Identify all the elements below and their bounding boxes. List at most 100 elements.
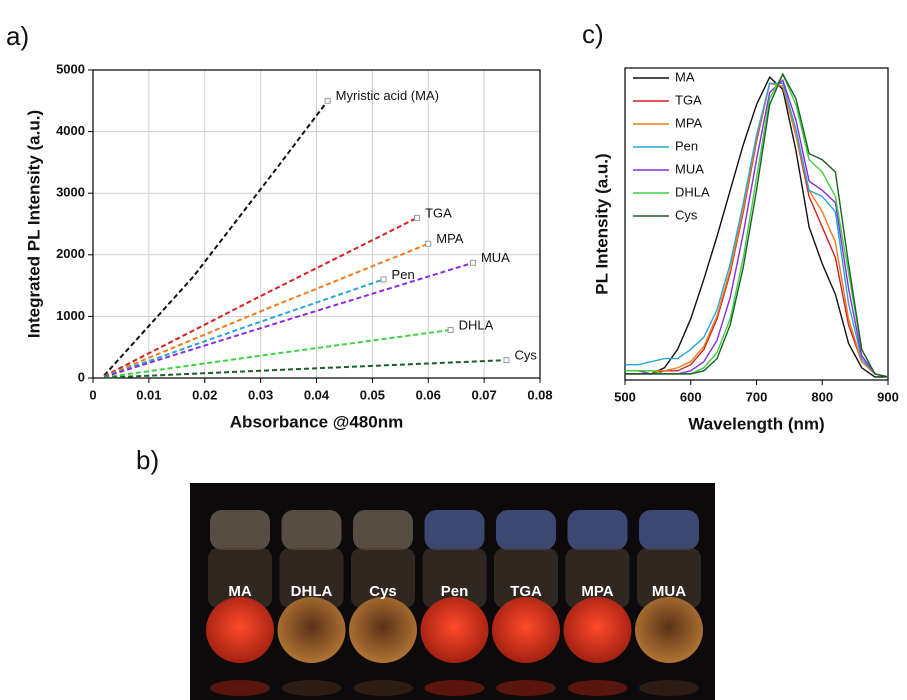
series-line: [104, 328, 451, 379]
legend-label: Pen: [675, 138, 698, 153]
plot-frame: [92, 69, 541, 379]
legend-label: MA: [675, 69, 695, 84]
vial-cap: [210, 510, 270, 550]
vial-label: MUA: [652, 583, 686, 600]
vial-label: Cys: [369, 583, 397, 600]
x-tick-label: 900: [877, 389, 899, 404]
photo: MA DHLA Cys Pen TGA MPA MUA: [190, 483, 715, 700]
vial-cap: [353, 510, 413, 550]
x-tick-label: 0.06: [416, 387, 441, 402]
y-tick-label: 4000: [56, 123, 85, 138]
x-tick-label: 0: [89, 387, 96, 402]
legend-label: TGA: [675, 92, 702, 107]
vial-glow: [420, 597, 489, 663]
end-marker: [380, 276, 387, 283]
vial-body: [637, 548, 701, 608]
x-axis-title: Absorbance @480nm: [230, 412, 403, 431]
x-tick-label: 800: [811, 389, 833, 404]
x-tick-label: 500: [614, 389, 636, 404]
x-tick-label: 0.03: [248, 387, 273, 402]
vial-glow: [563, 597, 632, 663]
legend-label: Cys: [675, 207, 698, 222]
end-marker: [425, 240, 432, 247]
y-axis-title: PL Intensity (a.u.): [592, 153, 611, 294]
series-label: MUA: [481, 250, 510, 265]
series-label: MPA: [436, 231, 464, 246]
series-line: [625, 76, 888, 378]
x-tick-label: 0.02: [192, 387, 217, 402]
vial-label: DHLA: [291, 583, 333, 600]
vial-reflection: [353, 680, 413, 696]
y-axis-title: Integrated PL Intensity (a.u.): [24, 110, 43, 338]
vial-glow: [277, 597, 346, 663]
vial-glow: [206, 597, 274, 663]
x-axis-title: Wavelength (nm): [688, 414, 824, 433]
vial-body: [351, 548, 415, 608]
vial-reflection: [496, 680, 556, 696]
series-label: DHLA: [459, 317, 494, 332]
vial-glow: [492, 597, 560, 663]
vial-body: [494, 548, 558, 608]
vial-reflection: [281, 680, 342, 696]
legend-label: MPA: [675, 115, 703, 130]
series-line: [103, 216, 418, 378]
series-label: TGA: [425, 205, 452, 220]
vial-reflection: [567, 680, 628, 696]
x-tick-label: 0.07: [471, 387, 496, 402]
series-line: [103, 261, 474, 378]
series-line: [625, 72, 889, 378]
vial-body: [565, 548, 630, 608]
x-tick-label: 600: [680, 389, 702, 404]
series-line: [103, 242, 429, 378]
series-line: [625, 82, 889, 378]
end-marker: [447, 326, 454, 333]
vial-cap: [281, 510, 342, 550]
series-line: [625, 82, 889, 378]
vial-body: [208, 548, 272, 608]
vial-label: MPA: [581, 583, 613, 600]
y-tick-label: 3000: [56, 185, 85, 200]
vial-label: MA: [228, 583, 251, 600]
vial-body: [422, 548, 487, 608]
vial-cap: [567, 510, 628, 550]
y-tick-label: 1000: [56, 308, 85, 323]
legend-label: MUA: [675, 161, 704, 176]
x-tick-label: 700: [746, 389, 768, 404]
vial-cap: [424, 510, 485, 550]
plot-frame: [624, 67, 889, 381]
vial-label: Pen: [441, 583, 469, 600]
vial-body: [279, 548, 344, 608]
end-marker: [324, 97, 331, 104]
y-tick-label: 0: [78, 369, 85, 384]
panel-label: b): [136, 445, 159, 475]
series-line: [625, 72, 889, 378]
x-tick-label: 0.01: [136, 387, 161, 402]
panel-label: a): [6, 21, 29, 51]
end-marker: [414, 214, 421, 221]
series-label: Pen: [392, 267, 415, 282]
vial-reflection: [210, 680, 270, 696]
series-line: [103, 278, 384, 378]
y-tick-label: 5000: [56, 61, 85, 76]
vial-cap: [639, 510, 699, 550]
vial-reflection: [639, 680, 699, 696]
panel-label: c): [582, 19, 604, 49]
series-label: Cys: [514, 348, 537, 363]
y-tick-label: 2000: [56, 246, 85, 261]
end-marker: [503, 357, 510, 364]
x-tick-label: 0.05: [360, 387, 385, 402]
series-line: [625, 82, 889, 378]
legend-label: DHLA: [675, 184, 710, 199]
series-line: [104, 359, 507, 379]
vial-glow: [635, 597, 703, 663]
x-tick-label: 0.04: [304, 387, 330, 402]
end-marker: [469, 259, 476, 266]
vial-cap: [496, 510, 556, 550]
series-line: [103, 100, 329, 377]
vial-glow: [349, 597, 417, 663]
vial-label: TGA: [510, 583, 542, 600]
series-label: Myristic acid (MA): [336, 88, 439, 103]
vial-reflection: [424, 680, 485, 696]
